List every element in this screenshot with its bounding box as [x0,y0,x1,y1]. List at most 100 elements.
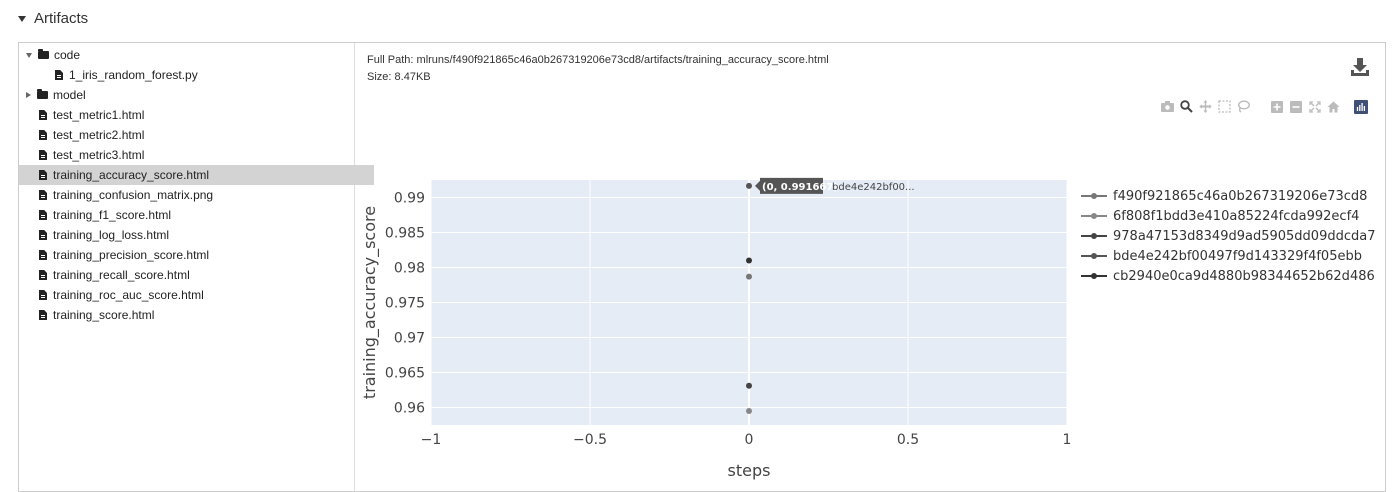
tree-item-label: training_score.html [53,308,155,322]
legend-label: 6f808f1bdd3e410a85224fcda992ecf4 [1113,208,1360,224]
file-icon [39,170,47,180]
tree-file[interactable]: training_accuracy_score.html [19,165,374,185]
file-icon [39,310,47,320]
legend-item[interactable]: cb2940e0ca9d4880b98344652b62d486 [1081,266,1375,286]
legend-item[interactable]: f490f921865c46a0b267319206e73cd8 [1081,186,1375,206]
artifact-viewer: Full Path: mlruns/f490f921865c46a0b26731… [355,43,1385,491]
y-tick-label: 0.98 [394,261,425,277]
y-tick-label: 0.985 [385,226,425,242]
zoom-in-icon[interactable] [1269,99,1284,114]
tree-item-label: model [53,88,86,102]
caret-down-icon[interactable] [26,52,32,58]
tree-item-label: training_roc_auc_score.html [53,288,204,302]
legend-item[interactable]: 978a47153d8349d9ad5905dd09ddcda7 [1081,226,1375,246]
tree-item-label: training_precision_score.html [53,248,210,262]
tree-file[interactable]: test_metric1.html [19,105,374,125]
download-icon[interactable] [1349,56,1371,78]
x-tick-label: 0 [745,432,754,448]
tree-folder-model[interactable]: model [19,85,361,105]
tree-item-label: training_confusion_matrix.png [53,188,214,202]
plotly-logo-icon[interactable] [1353,99,1368,114]
tree-file[interactable]: training_score.html [19,305,374,325]
tree-file[interactable]: training_precision_score.html [19,245,374,265]
tree-file[interactable]: training_roc_auc_score.html [19,285,374,305]
tree-file[interactable]: 1_iris_random_forest.py [19,65,390,85]
caret-down-icon [18,15,26,22]
tree-file[interactable]: training_f1_score.html [19,205,374,225]
y-tick-label: 0.97 [394,331,425,347]
file-icon [39,230,47,240]
tree-item-label: training_recall_score.html [53,268,190,282]
file-icon [39,250,47,260]
tree-file[interactable]: training_confusion_matrix.png [19,185,374,205]
legend-label: f490f921865c46a0b267319206e73cd8 [1113,188,1368,204]
box-select-icon[interactable] [1217,99,1232,114]
tree-item-label: training_f1_score.html [53,208,172,222]
tree-file[interactable]: test_metric3.html [19,145,374,165]
y-axis-label: training_accuracy_score [360,206,380,399]
data-point[interactable] [746,382,752,389]
y-tick-label: 0.99 [394,191,425,207]
file-icon [39,190,47,200]
size-value: 8.47KB [394,71,431,83]
legend-marker-icon [1081,213,1107,219]
pan-icon[interactable] [1198,99,1213,114]
legend-label: cb2940e0ca9d4880b98344652b62d486 [1113,268,1375,284]
file-icon [39,270,47,280]
camera-icon[interactable] [1160,99,1175,114]
data-point[interactable] [746,257,752,264]
artifacts-section-toggle[interactable]: Artifacts [18,10,88,27]
full-path-value: mlruns/f490f921865c46a0b267319206e73cd8/… [416,54,829,66]
size-label: Size: [367,71,392,83]
file-icon [39,130,47,140]
x-tick-label: 0.5 [897,432,919,448]
legend-label: 978a47153d8349d9ad5905dd09ddcda7 [1113,228,1376,244]
legend-item[interactable]: 6f808f1bdd3e410a85224fcda992ecf4 [1081,206,1375,226]
lasso-icon[interactable] [1236,99,1251,114]
x-tick-label: −0.5 [573,432,607,448]
accuracy-chart: 0.96 0.965 0.97 0.975 0.98 0.985 0.99 −1 −0.5 0 0.… [360,177,1072,480]
legend-marker-icon [1081,273,1107,279]
tree-item-label: training_log_loss.html [53,228,170,242]
y-tick-label: 0.965 [385,366,425,382]
x-tick-label: 1 [1063,432,1072,448]
folder-icon [37,89,48,99]
legend-marker-icon [1081,233,1107,239]
tree-item-label: test_metric2.html [53,128,145,142]
caret-right-icon[interactable] [26,92,31,98]
plot-modebar [1160,99,1368,114]
legend-item[interactable]: bde4e242bf00497f9d143329f4f05ebb [1081,246,1375,266]
autoscale-icon[interactable] [1307,99,1322,114]
file-icon [39,210,47,220]
file-icon [39,290,47,300]
data-point[interactable] [746,408,752,414]
legend-marker-icon [1081,253,1107,259]
x-tick-label: −1 [421,432,442,448]
artifact-meta: Full Path: mlruns/f490f921865c46a0b26731… [367,52,829,86]
tree-folder-code[interactable]: code [19,45,361,65]
full-path-label: Full Path: [367,54,414,66]
data-point[interactable] [746,182,752,189]
section-title: Artifacts [34,10,89,27]
file-icon [39,110,47,120]
chart-legend: f490f921865c46a0b267319206e73cd8 6f808f1b… [1081,186,1375,286]
y-tick-label: 0.96 [394,401,425,417]
home-icon[interactable] [1326,99,1341,114]
tree-item-label: 1_iris_random_forest.py [69,68,198,82]
tree-file[interactable]: training_recall_score.html [19,265,374,285]
zoom-out-icon[interactable] [1288,99,1303,114]
x-axis-label: steps [728,461,771,480]
file-icon [55,70,63,80]
zoom-icon[interactable] [1179,99,1194,114]
data-point[interactable] [746,273,752,280]
folder-icon [38,49,49,59]
hover-value: (0, 0.991667) [762,182,838,193]
tree-file[interactable]: training_log_loss.html [19,225,374,245]
file-icon [39,150,47,160]
legend-marker-icon [1081,193,1107,199]
hover-tooltip: (0, 0.991667)bde4e242bf00... [755,177,915,194]
tree-file[interactable]: test_metric2.html [19,125,374,145]
legend-label: bde4e242bf00497f9d143329f4f05ebb [1113,248,1362,264]
hover-series-name: bde4e242bf00... [832,182,915,193]
